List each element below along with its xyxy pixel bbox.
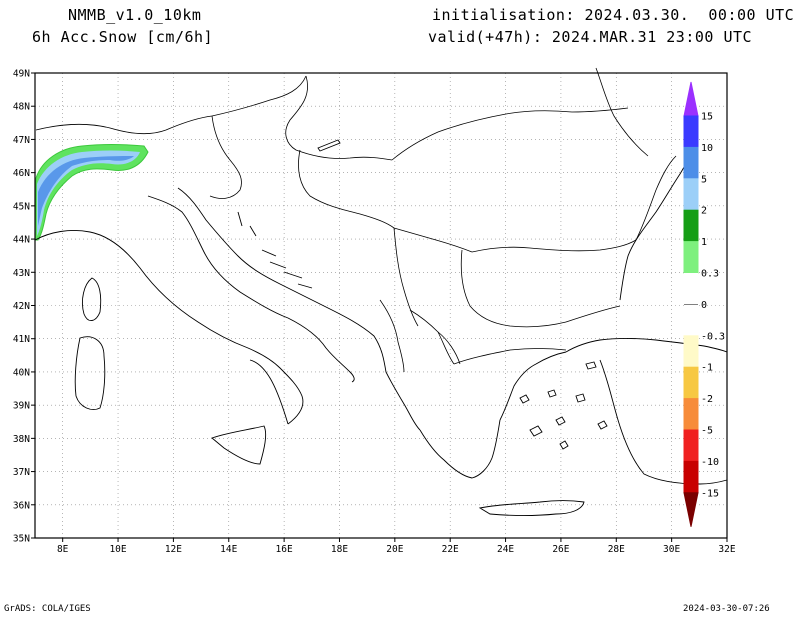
colorbar-swatch [683, 241, 699, 274]
lat-tick-label: 38N [13, 434, 30, 445]
colorbar-swatch [683, 115, 699, 148]
lat-tick-label: 48N [13, 102, 30, 113]
colorbar: 15 10 5 2 1 0.3 0 -0.3 -1 -2 -5 -10 -15 [683, 81, 725, 527]
colorbar-swatch [683, 178, 699, 211]
lon-tick-label: 22E [442, 544, 459, 555]
lat-tick-label: 39N [13, 401, 30, 412]
lat-tick-label: 42N [13, 301, 30, 312]
country-borders [35, 67, 677, 373]
lat-lon-grid [35, 72, 728, 539]
lat-tick-label: 43N [13, 268, 30, 279]
lon-tick-label: 28E [608, 544, 625, 555]
lon-tick-label: 16E [276, 544, 293, 555]
valid-time: valid(+47h): 2024.MAR.31 23:00 UTC [428, 28, 753, 46]
colorbar-swatch [683, 366, 699, 400]
colorbar-swatch [683, 460, 699, 494]
lat-axis: 35N 36N 37N 38N 39N 40N 41N 42N 43N 44N 45N 46N 47N 4… [13, 69, 35, 545]
colorbar-label: 2 [701, 206, 707, 217]
colorbar-swatch [683, 335, 699, 368]
lon-tick-label: 12E [165, 544, 182, 555]
colorbar-label: -5 [701, 426, 713, 437]
lat-tick-label: 45N [13, 201, 30, 212]
colorbar-label: 1 [701, 237, 707, 248]
coastlines [34, 139, 728, 516]
colorbar-label: 0 [701, 300, 707, 311]
lat-tick-label: 46N [13, 168, 30, 179]
colorbar-label: -10 [701, 457, 719, 468]
colorbar-swatch [683, 429, 699, 462]
lat-tick-label: 41N [13, 334, 30, 345]
lon-tick-label: 30E [663, 544, 680, 555]
model-title: NMMB_v1.0_10km [68, 6, 202, 24]
colorbar-label: -0.3 [701, 331, 725, 342]
lat-tick-label: 36N [13, 500, 30, 511]
lat-tick-label: 44N [13, 235, 30, 246]
lon-axis: 8E 10E 12E 14E 16E 18E 20E 22E 24E 26E 28E 30E 32E [57, 538, 736, 555]
lat-tick-label: 37N [13, 467, 30, 478]
render-timestamp: 2024-03-30-07:26 [683, 604, 770, 614]
init-time: initialisation: 2024.03.30. 00:00 UTC [432, 6, 795, 24]
colorbar-label: -15 [701, 488, 719, 499]
lon-tick-label: 32E [718, 544, 735, 555]
lon-tick-label: 26E [552, 544, 569, 555]
colorbar-bottom-arrow [683, 492, 699, 527]
lon-tick-label: 8E [57, 544, 69, 555]
colorbar-label: -2 [701, 394, 713, 405]
colorbar-swatch [684, 273, 698, 305]
colorbar-top-arrow [683, 81, 699, 117]
colorbar-label: 10 [701, 143, 713, 154]
colorbar-label: -1 [701, 363, 713, 374]
colorbar-swatch [683, 398, 699, 431]
colorbar-label: 5 [701, 174, 707, 185]
lat-tick-label: 47N [13, 135, 30, 146]
lon-tick-label: 24E [497, 544, 514, 555]
colorbar-label: 0.3 [701, 269, 719, 280]
variable-title: 6h Acc.Snow [cm/6h] [32, 28, 214, 46]
lat-tick-label: 40N [13, 367, 30, 378]
grads-credit: GrADS: COLA/IGES [4, 604, 91, 614]
colorbar-label: 15 [701, 112, 713, 123]
lat-tick-label: 35N [13, 534, 30, 545]
colorbar-swatch [683, 209, 699, 243]
colorbar-swatch [683, 146, 699, 180]
snow-field-alps [34, 144, 149, 241]
lon-tick-label: 14E [220, 544, 237, 555]
lon-tick-label: 20E [386, 544, 403, 555]
lon-tick-label: 18E [331, 544, 348, 555]
lon-tick-label: 10E [109, 544, 126, 555]
colorbar-swatch [684, 304, 698, 336]
lat-tick-label: 49N [13, 69, 30, 80]
